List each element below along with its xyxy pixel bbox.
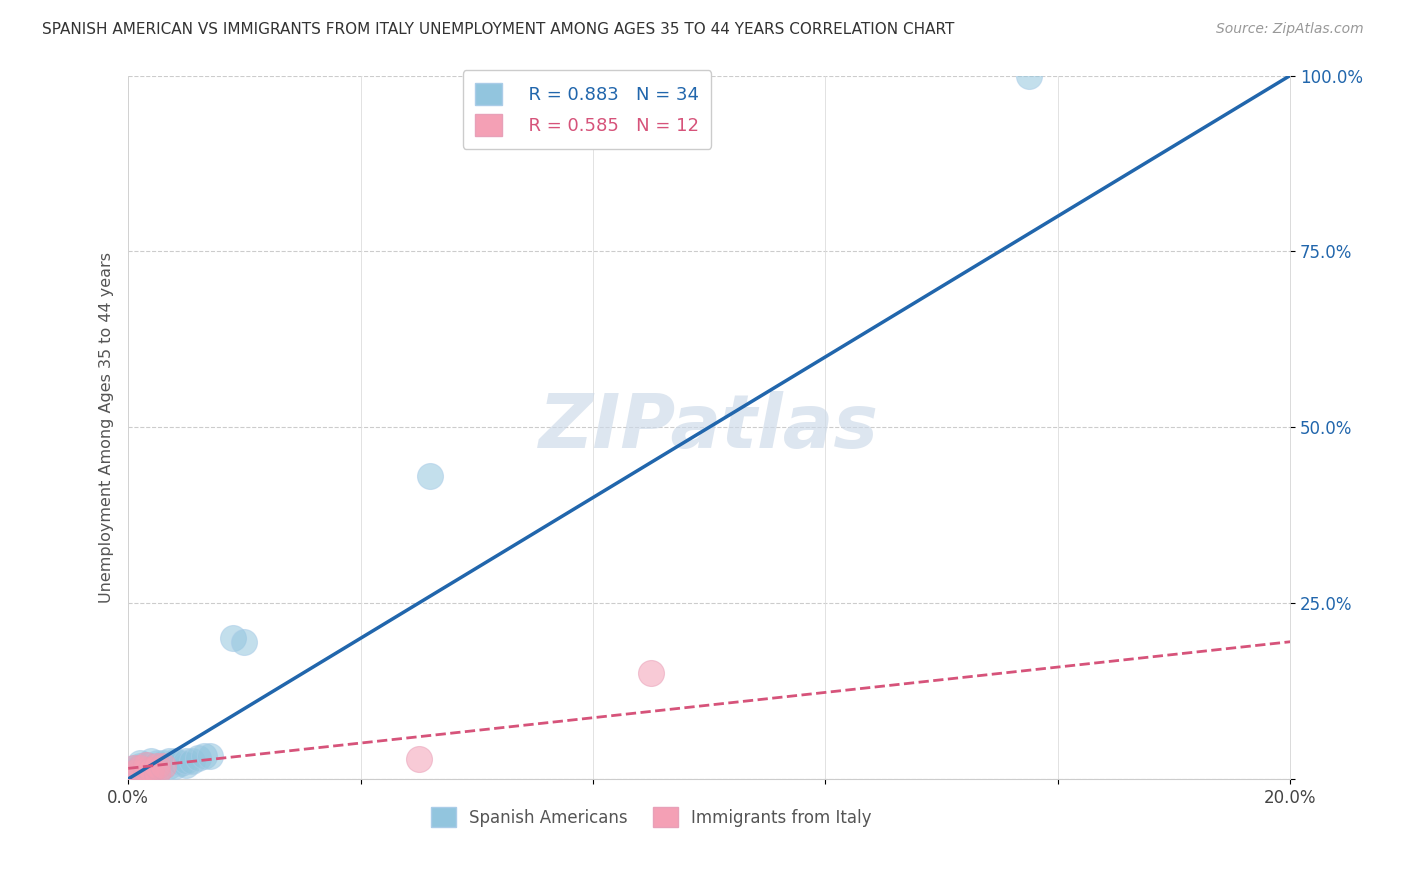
Point: [152, 759, 174, 773]
Point: [135, 764, 157, 778]
Point: [146, 759, 169, 773]
Point: [169, 756, 191, 771]
Point: [122, 761, 145, 775]
Point: [128, 761, 150, 775]
Point: [640, 666, 662, 681]
Point: [408, 752, 430, 766]
Point: [135, 761, 157, 775]
Point: [176, 757, 198, 772]
Point: [1018, 69, 1040, 83]
Point: [135, 757, 157, 772]
Point: [187, 751, 209, 765]
Point: [122, 761, 145, 775]
Point: [419, 469, 441, 483]
Point: [122, 766, 145, 780]
Point: [141, 759, 163, 773]
Text: ZIPatlas: ZIPatlas: [540, 391, 879, 464]
Point: [152, 756, 174, 771]
Point: [157, 755, 180, 769]
Text: SPANISH AMERICAN VS IMMIGRANTS FROM ITALY UNEMPLOYMENT AMONG AGES 35 TO 44 YEARS: SPANISH AMERICAN VS IMMIGRANTS FROM ITAL…: [42, 22, 955, 37]
Point: [163, 759, 186, 773]
Point: [146, 764, 169, 779]
Point: [193, 749, 215, 764]
Point: [122, 764, 145, 778]
Point: [135, 757, 157, 772]
Text: Source: ZipAtlas.com: Source: ZipAtlas.com: [1216, 22, 1364, 37]
Point: [135, 759, 157, 773]
Point: [128, 756, 150, 771]
Point: [198, 749, 221, 764]
Point: [146, 766, 169, 780]
Point: [128, 766, 150, 780]
Point: [157, 759, 180, 773]
Point: [128, 764, 150, 779]
Point: [135, 764, 157, 779]
Legend: Spanish Americans, Immigrants from Italy: Spanish Americans, Immigrants from Italy: [425, 800, 879, 834]
Point: [146, 759, 169, 773]
Point: [146, 756, 169, 771]
Point: [152, 759, 174, 773]
Point: [122, 764, 145, 779]
Point: [128, 761, 150, 775]
Y-axis label: Unemployment Among Ages 35 to 44 years: Unemployment Among Ages 35 to 44 years: [100, 252, 114, 603]
Point: [141, 764, 163, 778]
Point: [141, 755, 163, 769]
Point: [141, 761, 163, 775]
Point: [128, 759, 150, 773]
Point: [181, 755, 204, 769]
Point: [163, 755, 186, 769]
Point: [222, 632, 245, 646]
Point: [233, 634, 256, 648]
Point: [176, 755, 198, 769]
